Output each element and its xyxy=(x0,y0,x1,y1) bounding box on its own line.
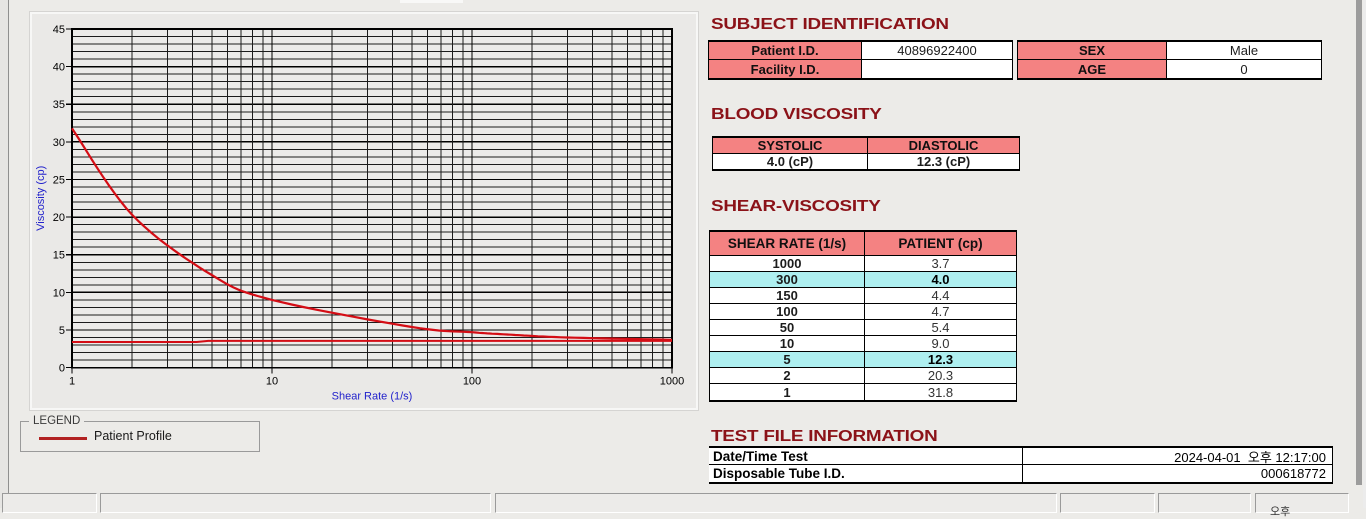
subject-value xyxy=(862,60,1012,78)
shear-rate: 5 xyxy=(710,352,865,368)
subject-label: SEX xyxy=(1018,42,1167,60)
shear-patient-value: 3.7 xyxy=(865,256,1016,272)
svg-text:100: 100 xyxy=(463,376,481,388)
statusbar-panel-5 xyxy=(1158,493,1251,513)
blood-viscosity-title: BLOOD VISCOSITY xyxy=(711,106,882,123)
legend-box: LEGEND Patient Profile xyxy=(20,415,260,452)
subject-label: Patient I.D. xyxy=(709,42,862,60)
shear-rate: 300 xyxy=(710,272,865,288)
shear-patient-value: 4.4 xyxy=(865,288,1016,304)
subject-value: 0 xyxy=(1167,60,1321,78)
svg-text:Shear Rate (1/s): Shear Rate (1/s) xyxy=(332,391,413,403)
shear-patient-value: 31.8 xyxy=(865,384,1016,400)
subject-value: Male xyxy=(1167,42,1321,60)
legend-line-sample xyxy=(39,437,87,440)
legend-item-label: Patient Profile xyxy=(94,429,172,443)
svg-text:35: 35 xyxy=(53,99,65,111)
shear-rate: 1 xyxy=(710,384,865,400)
shear-rate: 100 xyxy=(710,304,865,320)
statusbar-clock-partial: 오후 xyxy=(1270,506,1291,518)
test-file-information-title: TEST FILE INFORMATION xyxy=(711,428,938,445)
subject-label: AGE xyxy=(1018,60,1167,78)
svg-text:40: 40 xyxy=(53,62,65,74)
shear-viscosity-table: SHEAR RATE (1/s) PATIENT (cp) 1000 3.7 300 4.… xyxy=(709,230,1017,402)
shear-patient-value: 12.3 xyxy=(865,352,1016,368)
shear-patient-value: 4.0 xyxy=(865,272,1016,288)
svg-text:5: 5 xyxy=(59,325,65,337)
shear-header: PATIENT (cp) xyxy=(865,232,1016,256)
left-panel-edge xyxy=(0,0,9,508)
top-toolbar-remnant xyxy=(400,0,463,3)
subject-label: Facility I.D. xyxy=(709,60,862,78)
statusbar-panel-1 xyxy=(2,493,97,513)
svg-text:15: 15 xyxy=(53,250,65,262)
shear-patient-value: 20.3 xyxy=(865,368,1016,384)
shear-header: SHEAR RATE (1/s) xyxy=(710,232,865,256)
statusbar-panel-2 xyxy=(100,493,491,513)
shear-rate: 2 xyxy=(710,368,865,384)
blood-header: SYSTOLIC xyxy=(713,138,868,154)
svg-text:10: 10 xyxy=(266,376,278,388)
shear-patient-value: 5.4 xyxy=(865,320,1016,336)
right-margin xyxy=(1363,0,1366,508)
viscosity-chart: 0 5 10 15 20 25 30 35 40 45 1 10 100 1000 Shear Rate (… xyxy=(35,24,684,403)
testfile-label: Date/Time Test xyxy=(709,448,1022,465)
shear-rate: 150 xyxy=(710,288,865,304)
shear-viscosity-title: SHEAR-VISCOSITY xyxy=(711,198,881,215)
blood-value: 4.0 (cP) xyxy=(713,154,868,169)
blood-viscosity-table: SYSTOLIC DIASTOLIC 4.0 (cP) 12.3 (cP) xyxy=(712,136,1020,171)
svg-text:0: 0 xyxy=(59,363,65,375)
shear-rate: 1000 xyxy=(710,256,865,272)
shear-rate: 10 xyxy=(710,336,865,352)
svg-text:1000: 1000 xyxy=(660,376,684,388)
shear-patient-value: 4.7 xyxy=(865,304,1016,320)
testfile-label: Disposable Tube I.D. xyxy=(709,465,1022,482)
testfile-value: 000618772 xyxy=(1022,465,1332,482)
subject-table-left: Patient I.D. 40896922400 Facility I.D. xyxy=(708,40,1013,80)
statusbar-panel-4 xyxy=(1060,493,1155,513)
svg-text:20: 20 xyxy=(53,212,65,224)
blood-header: DIASTOLIC xyxy=(868,138,1019,154)
legend-title: LEGEND xyxy=(29,415,85,427)
right-splitter-bar[interactable] xyxy=(1356,0,1362,485)
svg-text:10: 10 xyxy=(53,287,65,299)
subject-table-right: SEX Male AGE 0 xyxy=(1017,40,1322,80)
svg-text:1: 1 xyxy=(69,376,75,388)
svg-text:25: 25 xyxy=(53,174,65,186)
subject-identification-table: Patient I.D. 40896922400 Facility I.D. SEX… xyxy=(708,40,1322,80)
subject-value: 40896922400 xyxy=(862,42,1012,60)
shear-patient-value: 9.0 xyxy=(865,336,1016,352)
test-file-table: Date/Time Test 2024-04-01 오후 12:17:00 Disp… xyxy=(709,446,1333,484)
svg-text:Viscosity (cp): Viscosity (cp) xyxy=(35,166,47,231)
shear-rate: 50 xyxy=(710,320,865,336)
svg-text:30: 30 xyxy=(53,137,65,149)
testfile-value: 2024-04-01 오후 12:17:00 xyxy=(1022,448,1332,465)
statusbar-panel-3 xyxy=(495,493,1057,513)
blood-value: 12.3 (cP) xyxy=(868,154,1019,169)
subject-identification-title: SUBJECT IDENTIFICATION xyxy=(711,16,949,33)
svg-text:45: 45 xyxy=(53,24,65,36)
